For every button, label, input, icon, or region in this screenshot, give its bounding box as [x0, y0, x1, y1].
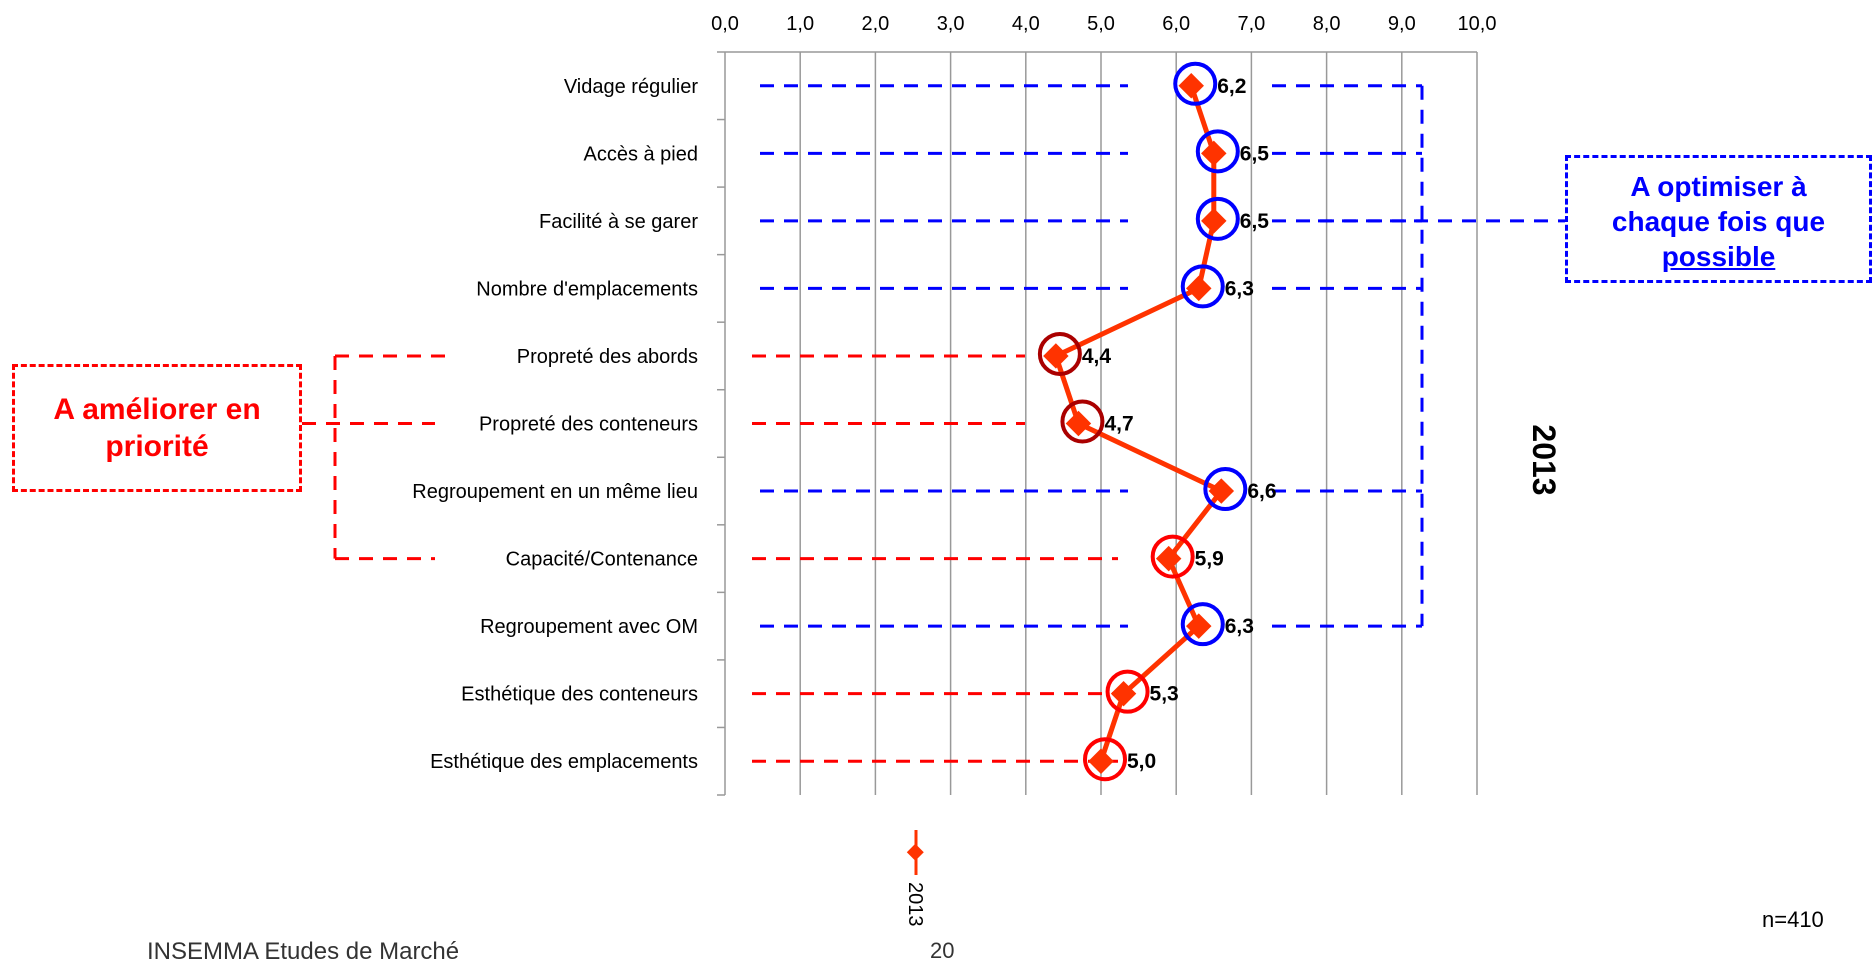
data-label: 6,5	[1240, 142, 1270, 165]
category-label: Accès à pied	[583, 143, 698, 165]
x-tick-label: 6,0	[1162, 13, 1190, 35]
x-tick-label: 4,0	[1012, 13, 1040, 35]
optimize-callout-line1: A optimiser à	[1630, 170, 1807, 202]
year-label: 2013	[1526, 424, 1562, 495]
data-label: 6,3	[1225, 615, 1254, 638]
data-label: 5,3	[1150, 683, 1179, 706]
x-tick-label: 9,0	[1388, 13, 1416, 35]
highlight-circle	[1060, 399, 1105, 444]
data-label: 6,6	[1247, 480, 1276, 503]
category-label: Capacité/Contenance	[506, 549, 698, 571]
data-label: 6,5	[1240, 210, 1270, 233]
data-label: 6,2	[1217, 75, 1246, 98]
improve-callout-line2: priorité	[105, 430, 209, 463]
highlight-circle	[1105, 669, 1150, 714]
data-point-marker	[1201, 208, 1227, 234]
category-label: Nombre d'emplacements	[476, 278, 698, 300]
footer-page-number: 20	[930, 938, 955, 963]
x-tick-label: 5,0	[1087, 13, 1115, 35]
x-tick-label: 1,0	[786, 13, 814, 35]
x-tick-label: 2,0	[861, 13, 889, 35]
x-tick-label: 3,0	[937, 13, 965, 35]
x-tick-label: 8,0	[1313, 13, 1341, 35]
highlight-circle	[1180, 264, 1225, 309]
category-label: Esthétique des conteneurs	[461, 684, 698, 706]
optimize-callout-line2: chaque fois que	[1611, 205, 1826, 237]
legend-label: 2013	[904, 882, 926, 927]
x-tick-label: 7,0	[1237, 13, 1265, 35]
data-label: 4,4	[1082, 345, 1112, 368]
highlight-circle	[1195, 129, 1240, 174]
category-label: Facilité à se garer	[539, 211, 698, 233]
data-point-marker	[1201, 140, 1227, 167]
highlight-circle	[1180, 602, 1225, 647]
x-tick-label: 0,0	[711, 13, 739, 35]
data-point-marker	[1178, 73, 1204, 99]
highlight-circle	[1173, 61, 1218, 106]
optimize-callout: A optimiser à chaque fois que possible	[1565, 155, 1872, 283]
legend-marker	[906, 843, 924, 861]
highlight-circle	[1083, 737, 1127, 782]
data-label: 4,7	[1104, 413, 1133, 436]
optimize-callout-line3: possible	[1661, 240, 1776, 272]
data-point-marker	[1043, 343, 1069, 369]
data-point-marker	[1065, 410, 1092, 437]
category-label: Regroupement en un même lieu	[412, 481, 698, 503]
improve-priority-callout: A améliorer en priorité	[12, 364, 302, 492]
data-label: 5,0	[1127, 750, 1156, 773]
x-tick-label: 10,0	[1458, 13, 1497, 35]
data-point-marker	[1186, 275, 1212, 302]
improve-callout-line1: A améliorer en	[53, 392, 261, 426]
category-label: Vidage régulier	[564, 76, 699, 98]
data-point-marker	[1088, 748, 1114, 774]
highlight-circle	[1150, 534, 1195, 579]
highlight-circle	[1203, 467, 1248, 512]
footer-company: INSEMMA Etudes de Marché	[147, 938, 460, 965]
highlight-circle	[1037, 331, 1082, 376]
highlight-circle	[1195, 196, 1240, 241]
category-label: Propreté des abords	[517, 346, 698, 368]
category-label: Regroupement avec OM	[480, 616, 698, 638]
data-label: 6,3	[1225, 277, 1254, 300]
category-label: Propreté des conteneurs	[479, 414, 698, 436]
data-label: 5,9	[1195, 548, 1224, 571]
category-label: Esthétique des emplacements	[430, 751, 698, 773]
sample-size: n=410	[1762, 907, 1824, 932]
